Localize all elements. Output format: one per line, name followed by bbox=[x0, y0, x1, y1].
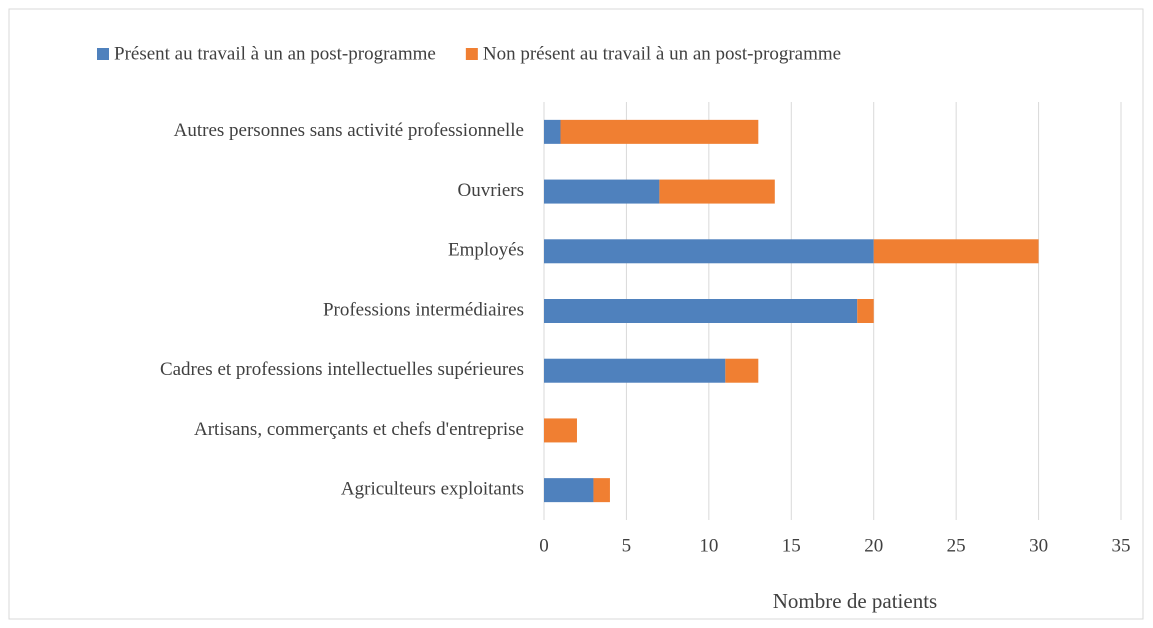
bar-segment bbox=[544, 179, 660, 204]
bar-segment bbox=[857, 299, 874, 323]
x-tick-label: 25 bbox=[947, 535, 966, 556]
bar-segment bbox=[544, 418, 577, 443]
legend-swatch bbox=[97, 48, 109, 60]
bar-segment bbox=[725, 358, 759, 383]
bar-segment bbox=[560, 119, 759, 144]
y-tick-label: Employés bbox=[448, 240, 524, 261]
x-axis-title: Nombre de patients bbox=[773, 589, 937, 613]
y-tick-label: Professions intermédiaires bbox=[323, 299, 524, 320]
y-tick-label: Agriculteurs exploitants bbox=[341, 479, 524, 500]
bar-segment bbox=[544, 478, 594, 503]
legend-swatch bbox=[465, 48, 478, 60]
y-tick-label: Cadres et professions intellectuelles su… bbox=[160, 359, 524, 380]
bar-segment bbox=[544, 299, 858, 323]
bar-segment bbox=[659, 179, 775, 204]
y-tick-label: Ouvriers bbox=[458, 180, 524, 201]
bar-segment bbox=[544, 119, 561, 144]
x-tick-label: 20 bbox=[864, 535, 883, 556]
x-tick-label: 30 bbox=[1029, 535, 1048, 556]
x-tick-label: 35 bbox=[1112, 535, 1131, 556]
bar-segment bbox=[873, 239, 1039, 264]
x-tick-label: 5 bbox=[622, 535, 632, 556]
legend-label: Non présent au travail à un an post-prog… bbox=[483, 43, 841, 64]
bar-segment bbox=[593, 478, 610, 503]
bar-segment bbox=[544, 358, 726, 383]
x-tick-label: 15 bbox=[782, 535, 801, 556]
legend-label: Présent au travail à un an post-programm… bbox=[114, 43, 436, 64]
y-tick-label: Autres personnes sans activité professio… bbox=[174, 120, 524, 141]
x-tick-label: 10 bbox=[699, 535, 718, 556]
bar-segment bbox=[544, 239, 874, 264]
x-tick-label: 0 bbox=[539, 535, 549, 556]
y-tick-label: Artisans, commerçants et chefs d'entrepr… bbox=[194, 419, 524, 440]
